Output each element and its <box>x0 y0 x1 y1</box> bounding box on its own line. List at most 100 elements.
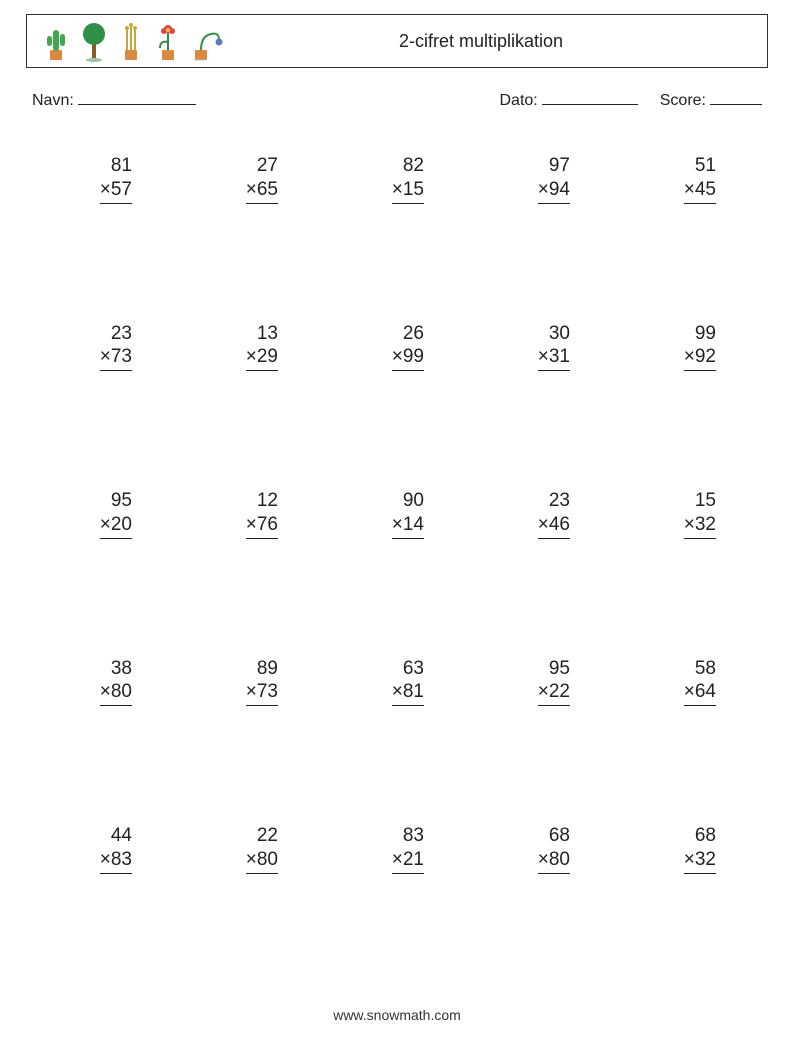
multiplier: ×94 <box>538 178 570 204</box>
cactus-icon <box>41 22 71 62</box>
multiplicand: 97 <box>538 154 570 178</box>
multiplication-stack: 89×73 <box>246 657 278 707</box>
multiplicand: 95 <box>100 489 132 513</box>
footer-text: www.snowmath.com <box>0 1007 794 1023</box>
multiplicand: 15 <box>684 489 716 513</box>
multiplication-stack: 82×15 <box>392 154 424 204</box>
multiplication-stack: 63×81 <box>392 657 424 707</box>
multiplication-stack: 38×80 <box>100 657 132 707</box>
multiplicand: 68 <box>538 824 570 848</box>
problem: 27×65 <box>178 154 324 204</box>
multiplicand: 95 <box>538 657 570 681</box>
multiplication-stack: 51×45 <box>684 154 716 204</box>
problem: 12×76 <box>178 489 324 539</box>
multiplier: ×57 <box>100 178 132 204</box>
multiplicand: 99 <box>684 322 716 346</box>
multiplication-stack: 44×83 <box>100 824 132 874</box>
multiplicand: 22 <box>246 824 278 848</box>
multiplier: ×32 <box>684 848 716 874</box>
multiplicand: 44 <box>100 824 132 848</box>
multiplicand: 90 <box>392 489 424 513</box>
problem: 23×46 <box>470 489 616 539</box>
flower-icon <box>153 20 183 62</box>
multiplicand: 23 <box>538 489 570 513</box>
multiplication-stack: 81×57 <box>100 154 132 204</box>
problem: 63×81 <box>324 657 470 707</box>
multiplier: ×73 <box>246 680 278 706</box>
multiplication-stack: 83×21 <box>392 824 424 874</box>
score-blank <box>710 90 762 105</box>
name-label: Navn: <box>32 92 74 110</box>
problem: 99×92 <box>616 322 762 372</box>
multiplicand: 82 <box>392 154 424 178</box>
problem: 58×64 <box>616 657 762 707</box>
name-blank <box>78 90 196 105</box>
multiplier: ×46 <box>538 513 570 539</box>
multiplier: ×20 <box>100 513 132 539</box>
header-icons <box>27 20 225 62</box>
problem: 23×73 <box>32 322 178 372</box>
problem: 44×83 <box>32 824 178 874</box>
score-label: Score: <box>660 92 706 110</box>
multiplicand: 68 <box>684 824 716 848</box>
problem: 90×14 <box>324 489 470 539</box>
problem: 22×80 <box>178 824 324 874</box>
multiplication-stack: 22×80 <box>246 824 278 874</box>
multiplication-stack: 58×64 <box>684 657 716 707</box>
problem: 68×32 <box>616 824 762 874</box>
multiplier: ×76 <box>246 513 278 539</box>
multiplication-stack: 15×32 <box>684 489 716 539</box>
problem: 95×22 <box>470 657 616 707</box>
problem: 13×29 <box>178 322 324 372</box>
problem: 83×21 <box>324 824 470 874</box>
multiplier: ×65 <box>246 178 278 204</box>
problem: 89×73 <box>178 657 324 707</box>
multiplication-stack: 68×32 <box>684 824 716 874</box>
multiplier: ×31 <box>538 345 570 371</box>
multiplier: ×21 <box>392 848 424 874</box>
problem: 15×32 <box>616 489 762 539</box>
problem-grid: 81×5727×6582×1597×9451×4523×7313×2926×99… <box>26 154 768 874</box>
multiplicand: 63 <box>392 657 424 681</box>
header-box: 2-cifret multiplikation <box>26 14 768 68</box>
multiplier: ×14 <box>392 513 424 539</box>
multiplication-stack: 95×20 <box>100 489 132 539</box>
multiplier: ×83 <box>100 848 132 874</box>
multiplier: ×29 <box>246 345 278 371</box>
multiplier: ×15 <box>392 178 424 204</box>
multiplication-stack: 95×22 <box>538 657 570 707</box>
problem: 68×80 <box>470 824 616 874</box>
multiplicand: 81 <box>100 154 132 178</box>
worksheet-title: 2-cifret multiplikation <box>225 31 767 52</box>
multiplication-stack: 12×76 <box>246 489 278 539</box>
meta-row: Navn: Dato: Score: <box>32 90 762 110</box>
multiplicand: 23 <box>100 322 132 346</box>
multiplicand: 58 <box>684 657 716 681</box>
problem: 30×31 <box>470 322 616 372</box>
wilting-icon <box>191 20 225 62</box>
problem: 81×57 <box>32 154 178 204</box>
multiplicand: 30 <box>538 322 570 346</box>
multiplication-stack: 99×92 <box>684 322 716 372</box>
date-blank <box>542 90 638 105</box>
multiplier: ×80 <box>538 848 570 874</box>
multiplier: ×64 <box>684 680 716 706</box>
multiplier: ×22 <box>538 680 570 706</box>
multiplier: ×99 <box>392 345 424 371</box>
multiplier: ×32 <box>684 513 716 539</box>
problem: 82×15 <box>324 154 470 204</box>
multiplicand: 13 <box>246 322 278 346</box>
multiplier: ×80 <box>100 680 132 706</box>
multiplier: ×45 <box>684 178 716 204</box>
multiplier: ×80 <box>246 848 278 874</box>
problem: 51×45 <box>616 154 762 204</box>
multiplication-stack: 13×29 <box>246 322 278 372</box>
multiplicand: 12 <box>246 489 278 513</box>
multiplicand: 83 <box>392 824 424 848</box>
problem: 26×99 <box>324 322 470 372</box>
multiplier: ×73 <box>100 345 132 371</box>
round-tree-icon <box>79 20 109 62</box>
multiplier: ×81 <box>392 680 424 706</box>
multiplicand: 89 <box>246 657 278 681</box>
multiplier: ×92 <box>684 345 716 371</box>
